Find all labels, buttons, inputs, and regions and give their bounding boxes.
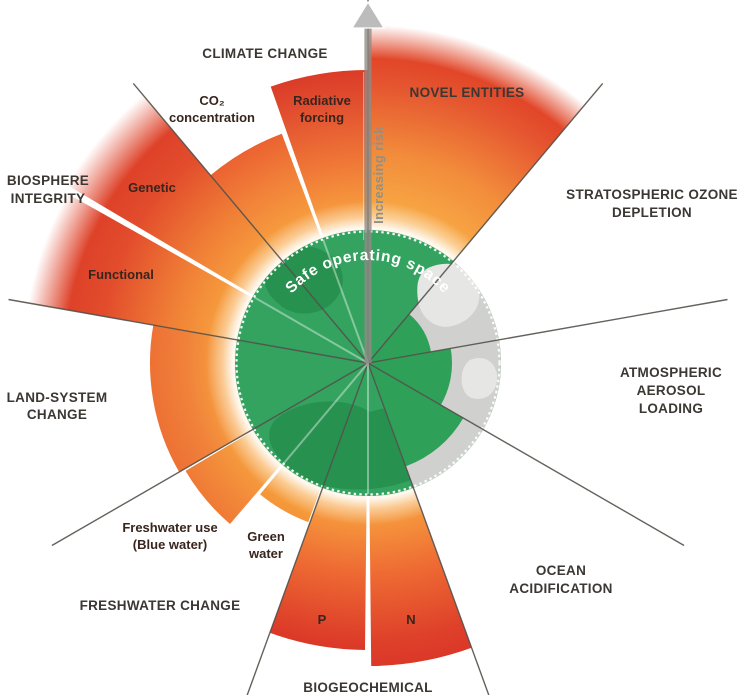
continent-gray-1 [417,263,480,327]
sector-divider-lines [8,0,728,695]
increasing-risk-label: Increasing risk [371,126,386,224]
label-nitrogen: N [406,612,415,627]
label-biogeochemical: BIOGEOCHEMICAL [303,680,432,695]
inner-wedge-aerosol [368,348,452,405]
label-aerosol-line1: ATMOSPHERIC [620,365,722,380]
subdivider-freshwater [283,362,369,464]
label-climate-change: CLIMATE CHANGE [202,46,327,61]
label-ocean-line1: OCEAN [536,563,586,578]
label-phosphorus: P [318,612,327,627]
subdivider-biosphere [254,296,369,364]
sub-divider-lines [254,239,369,494]
label-biosphere-line2: INTEGRITY [11,191,86,206]
subdivider-climate [322,239,369,364]
label-biosphere-line1: BIOSPHERE [7,173,89,188]
inner-wedge-ocean [368,363,464,467]
divider-320deg [132,82,369,364]
label-bluewater-line1: Freshwater use [122,520,217,535]
divider-280deg [8,298,369,364]
label-land-line2: CHANGE [27,407,87,422]
label-functional: Functional [88,267,154,282]
label-land-line1: LAND-SYSTEM [7,390,108,405]
label-greenwater-line1: Green [247,529,285,544]
label-greenwater-line2: water [248,546,283,561]
arrow-head [350,0,386,29]
label-co2-line2: concentration [169,110,255,125]
label-radiative-line1: Radiative [293,93,351,108]
divider-240deg [51,362,369,547]
label-ozone-line2: DEPLETION [612,205,692,220]
label-aerosol-line2: AEROSOL [637,383,706,398]
label-genetic: Genetic [128,180,176,195]
increasing-risk-arrow [350,0,386,363]
label-aerosol-line3: LOADING [639,401,703,416]
label-freshwater-change: FRESHWATER CHANGE [80,598,241,613]
divider-200deg [246,362,369,695]
label-co2-line1: CO₂ [199,93,225,108]
label-ocean-line2: ACIDIFICATION [509,581,612,596]
arrow-shaft [364,26,372,363]
boundary-dotted-ring [235,230,501,496]
divider-80deg [367,298,728,364]
continent-gray-2 [461,357,498,399]
label-radiative-line2: forcing [300,110,344,125]
label-bluewater-line2: (Blue water) [133,537,207,552]
inner-wedge-ozone [368,314,431,363]
label-novel-entities: NOVEL ENTITIES [410,85,525,100]
label-ozone-line1: STRATOSPHERIC OZONE [566,187,738,202]
divider-120deg [367,362,685,547]
divider-160deg [367,362,490,695]
divider-40deg [367,82,604,364]
